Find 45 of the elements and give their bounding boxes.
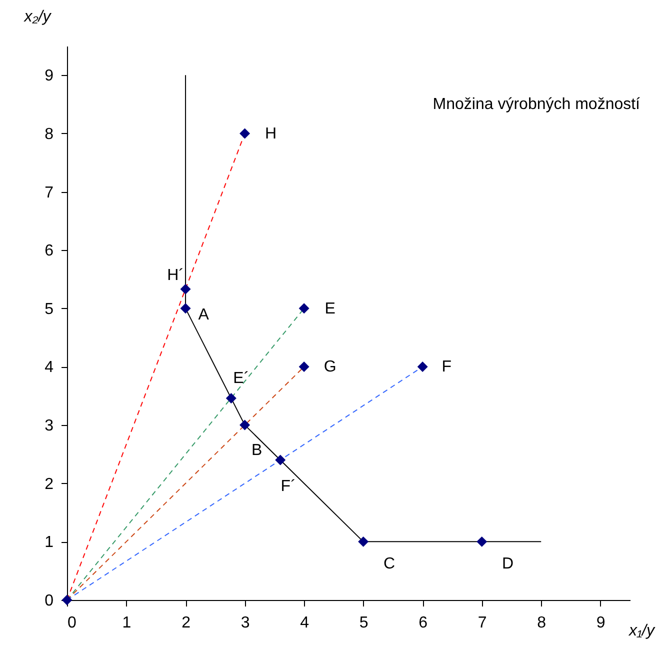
x-tick-label: 7 [478, 614, 487, 632]
x-tick-label: 1 [122, 614, 132, 632]
annotation: E´ [233, 370, 250, 388]
point [476, 536, 488, 547]
y-tick-label: 2 [44, 476, 54, 493]
point [298, 361, 310, 372]
annotation: D [502, 556, 514, 573]
y-tick-label: 0 [44, 592, 54, 610]
x-tick-label: 4 [300, 614, 310, 632]
point [180, 284, 191, 294]
annotation: C [384, 556, 396, 573]
x-tick-label: 6 [418, 614, 428, 632]
y-tick-label: 8 [44, 126, 54, 143]
annotation: F [442, 358, 452, 376]
x-tick-label: 8 [537, 614, 546, 632]
y-tick-label: 7 [44, 184, 54, 202]
y-tick-label: 3 [44, 418, 54, 435]
annotation: H´ [167, 267, 184, 284]
point [298, 303, 310, 314]
point [240, 128, 250, 139]
annotation: B [251, 442, 262, 460]
y-axis-title: x₂/y [23, 8, 52, 26]
annotation: H [265, 125, 277, 142]
annotation: F´ [280, 478, 296, 496]
x-axis-title: x₁/y [628, 622, 656, 640]
point [275, 454, 286, 466]
y-tick-label: 5 [44, 300, 54, 318]
y-tick-label: 4 [44, 359, 54, 376]
x-tick-label: 2 [182, 614, 191, 632]
point [180, 303, 191, 314]
x-tick-label: 0 [68, 614, 76, 632]
y-tick-label: 1 [44, 534, 54, 552]
point [417, 361, 428, 372]
annotation: E [324, 300, 336, 318]
point [240, 420, 250, 430]
x-tick-label: 3 [240, 614, 250, 632]
point [358, 536, 369, 547]
y-tick-label: 6 [44, 242, 54, 260]
point [226, 392, 236, 404]
y-tick-label: 9 [44, 68, 54, 85]
annotation: A [198, 306, 210, 324]
x-tick-label: 9 [596, 614, 606, 632]
x-tick-label: 5 [359, 614, 368, 632]
annotation: G [324, 358, 336, 376]
annotation: Množina výrobných možností [432, 96, 641, 113]
